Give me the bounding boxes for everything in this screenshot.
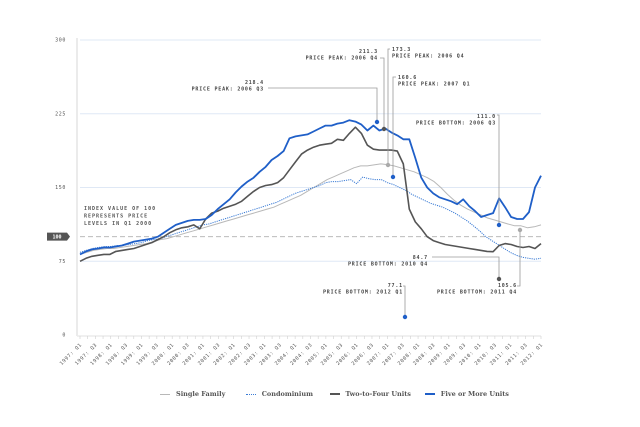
legend-swatch-two-to-four-units xyxy=(329,393,340,395)
legend-label: Single Family xyxy=(176,390,226,398)
legend-item-five-or-more-units: Five or More Units xyxy=(424,390,520,398)
legend-swatch-single-family xyxy=(160,393,170,395)
legend-label: Two-to-Four Units xyxy=(345,390,411,398)
annotation-label: PRICE BOTTOM: 2006 Q3 xyxy=(416,121,496,127)
legend-swatch-condominium xyxy=(245,393,256,395)
legend-label: Condominium xyxy=(261,390,313,398)
annotation-value: 173.3 xyxy=(392,47,411,53)
annotation-leader xyxy=(387,48,390,165)
annotation-leader xyxy=(380,57,385,129)
legend-swatch-five-or-more-units xyxy=(424,393,435,395)
annotation-label: PRICE PEAK: 2006 Q3 xyxy=(192,87,264,93)
series-line-five-or-more-units xyxy=(79,119,542,256)
annotation-marker xyxy=(374,119,380,125)
annotation-marker xyxy=(517,227,523,233)
series-lines xyxy=(79,119,542,263)
legend-item-two-to-four-units: Two-to-Four Units xyxy=(329,390,425,398)
legend-item-single-family: Single Family xyxy=(160,390,246,398)
annotation-label: PRICE BOTTOM: 2011 Q4 xyxy=(437,290,517,296)
index-note-line: LEVELS IN Q1 2000 xyxy=(84,221,152,227)
reference-badge-label: 100 xyxy=(52,234,61,240)
annotation-marker xyxy=(496,222,502,228)
annotation-leader xyxy=(392,76,396,177)
annotation-value: 111.0 xyxy=(477,114,496,120)
legend-label: Five or More Units xyxy=(440,390,509,398)
annotation-value: 77.1 xyxy=(388,283,403,289)
reference-badge xyxy=(47,232,70,241)
annotation-leader xyxy=(403,285,406,317)
legend: Single Family Condominium Two-to-Four Un… xyxy=(160,384,520,404)
y-tick-label: 150 xyxy=(55,185,66,191)
annotation-value: 218.4 xyxy=(245,80,264,86)
series-line-condominium xyxy=(79,176,542,260)
annotation-label: PRICE PEAK: 2007 Q1 xyxy=(398,82,470,88)
annotation-marker xyxy=(381,126,387,132)
annotation-label: PRICE PEAK: 2006 Q4 xyxy=(392,54,464,60)
y-axis: 0 75 150 225 300 100 xyxy=(47,38,78,339)
annotation-value: 160.6 xyxy=(398,75,417,81)
y-tick-label: 225 xyxy=(55,111,66,117)
annotation-value: 84.7 xyxy=(413,255,428,261)
annotation-leader xyxy=(432,256,500,279)
annotation-marker xyxy=(390,174,396,180)
index-note-line: REPRESENTS PRICE xyxy=(84,214,148,220)
annotation-leader xyxy=(268,87,378,122)
annotation-leader xyxy=(497,114,500,225)
annotation-label: PRICE PEAK: 2006 Q4 xyxy=(306,56,378,62)
annotation-marker xyxy=(496,276,502,282)
y-tick-label: 0 xyxy=(62,333,66,339)
annotation-marker xyxy=(385,162,391,168)
annotation-value: 211.3 xyxy=(359,49,378,55)
index-note-line: INDEX VALUE OF 100 xyxy=(84,206,156,212)
annotation-leader xyxy=(517,230,521,287)
annotation-label: PRICE BOTTOM: 2010 Q4 xyxy=(348,262,428,268)
annotation-label: PRICE BOTTOM: 2012 Q1 xyxy=(323,290,403,296)
annotation-value: 105.6 xyxy=(498,283,517,289)
grid-lines xyxy=(80,39,541,262)
y-tick-label: 75 xyxy=(59,259,66,265)
series-line-two-to-four-units xyxy=(79,126,542,263)
annotation-marker xyxy=(402,314,408,320)
index-note: INDEX VALUE OF 100 REPRESENTS PRICELEVELS… xyxy=(84,206,156,227)
legend-item-condominium: Condominium xyxy=(245,390,330,398)
y-tick-label: 300 xyxy=(55,38,66,44)
